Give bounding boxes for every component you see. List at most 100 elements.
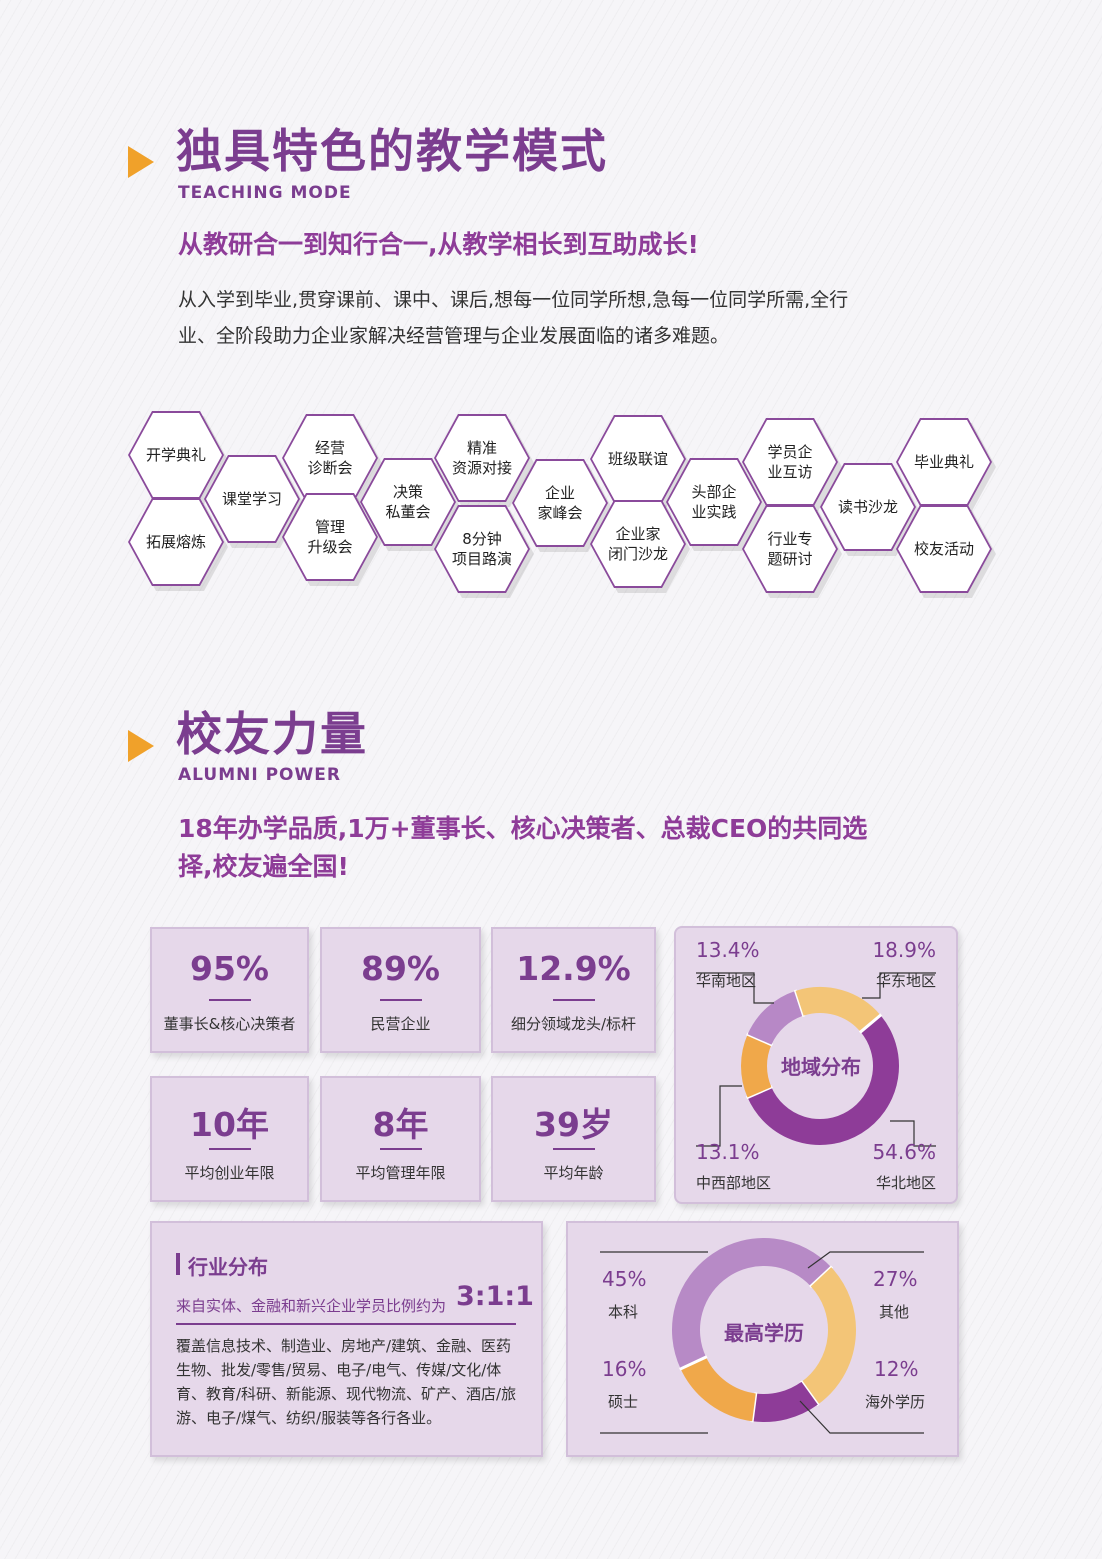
teaching-step-hex: 企业 家峰会	[512, 459, 612, 552]
teaching-step-label: 拓展熔炼	[145, 533, 206, 551]
teaching-step-hex: 毕业典礼	[896, 418, 996, 511]
stat-value: 8年	[372, 1105, 429, 1144]
alumni-title: 校友力量	[176, 707, 368, 761]
stat-value: 12.9%	[516, 949, 631, 988]
teaching-step-label: 开学典礼	[145, 446, 206, 464]
donut-slice	[747, 990, 805, 1046]
stat-card: 10年 平均创业年限	[150, 1076, 309, 1202]
education-value-bachelor: 45%	[602, 1267, 647, 1291]
alumni-subtitle-line1: 18年办学品质,1万+董事长、核心决策者、总裁CEO的共同选	[178, 814, 868, 843]
teaching-step-label: 8分钟 项目路演	[451, 530, 512, 568]
alumni-subtitle-line2: 择,校友遍全国!	[178, 852, 349, 881]
region-value-north: 54.6%	[872, 1140, 936, 1164]
teaching-step-hex: 精准 资源对接	[434, 414, 534, 507]
stat-divider	[552, 999, 595, 1001]
stat-divider	[379, 999, 422, 1001]
region-value-south: 13.4%	[696, 938, 760, 962]
industry-distribution-card: 行业分布 来自实体、金融和新兴企业学员比例约为 3:1:1 覆盖信息技术、制造业…	[150, 1221, 543, 1457]
stat-label: 平均创业年限	[184, 1164, 275, 1182]
region-label-central-west: 中西部地区	[696, 1174, 772, 1192]
teaching-step-hex: 拓展熔炼	[128, 498, 228, 591]
stat-label: 细分领域龙头/标杆	[510, 1015, 637, 1033]
donut-slice	[747, 1015, 899, 1145]
education-value-overseas: 12%	[874, 1357, 919, 1381]
education-label-bachelor: 本科	[608, 1303, 639, 1321]
leader-line	[807, 1251, 924, 1269]
teaching-step-hex: 校友活动	[896, 505, 996, 598]
teaching-step-label: 校友活动	[913, 540, 974, 558]
teaching-step-hex: 读书沙龙	[820, 463, 920, 556]
leader-line	[890, 1120, 936, 1147]
stat-card: 8年 平均管理年限	[320, 1076, 481, 1202]
stat-value: 95%	[190, 949, 269, 988]
region-label-east: 华东地区	[875, 972, 936, 990]
teaching-paragraph-line1: 从入学到毕业,贯穿课前、课中、课后,想每一位同学所想,急每一位同学所需,全行	[178, 289, 849, 311]
donut-slice	[801, 1267, 856, 1405]
industry-desc-line: 育、教育/科研、新能源、现代物流、矿产、酒店/旅	[176, 1385, 517, 1403]
teaching-step-label: 读书沙龙	[837, 498, 898, 516]
stat-divider	[379, 1148, 422, 1150]
region-label-north: 华北地区	[875, 1174, 936, 1192]
industry-title-bar	[176, 1253, 180, 1275]
stat-card: 95% 董事长&核心决策者	[150, 927, 309, 1053]
leader-line	[696, 1085, 742, 1147]
leader-line	[862, 972, 936, 999]
teaching-step-label: 企业 家峰会	[537, 484, 583, 522]
stat-label: 民营企业	[370, 1015, 431, 1033]
donut-slice	[680, 1356, 757, 1422]
education-label-master: 硕士	[608, 1393, 639, 1411]
stat-label: 平均年龄	[543, 1164, 604, 1182]
region-label-south: 华南地区	[696, 972, 757, 990]
industry-desc-line: 覆盖信息技术、制造业、房地产/建筑、金融、医药	[176, 1337, 512, 1355]
donut-slice	[672, 1238, 832, 1369]
stat-label: 平均管理年限	[355, 1164, 446, 1182]
education-distribution-card: 最高学历 45% 本科 27% 其他 16% 硕士 12% 海外学历	[566, 1221, 959, 1457]
donut-slice-separator	[858, 1013, 883, 1034]
section-marker-icon	[128, 730, 154, 762]
teaching-step-label: 头部企 业实践	[691, 483, 737, 521]
teaching-step-hex: 班级联谊	[590, 415, 690, 508]
teaching-step-label: 企业家 闭门沙龙	[607, 525, 668, 563]
donut-slice-separator	[799, 1380, 820, 1407]
teaching-step-hex: 开学典礼	[128, 411, 228, 504]
industry-desc-line: 生物、批发/零售/贸易、电子/电气、传媒/文化/体	[176, 1361, 502, 1379]
teaching-step-hex: 8分钟 项目路演	[434, 505, 534, 598]
teaching-step-label: 经营 诊断会	[307, 439, 353, 477]
leader-line	[799, 1400, 924, 1434]
stat-card: 89% 民营企业	[320, 927, 481, 1053]
donut-slice	[795, 987, 881, 1033]
teaching-step-label: 毕业典礼	[913, 453, 974, 471]
industry-ratio-text: 来自实体、金融和新兴企业学员比例约为	[176, 1297, 447, 1315]
industry-desc-line: 游、电子/煤气、纺织/服装等各行各业。	[176, 1409, 442, 1427]
education-value-other: 27%	[873, 1267, 918, 1291]
region-value-central-west: 13.1%	[696, 1140, 760, 1164]
teaching-hex-diagram: 开学典礼拓展熔炼 课堂学习 经营 诊断会 管理 升级会 决策 私董会 精准 资源对接 8分钟…	[0, 0, 1102, 620]
teaching-step-hex: 经营 诊断会	[282, 414, 382, 507]
education-chart-center-title: 最高学历	[724, 1321, 804, 1345]
region-distribution-card: 地域分布 13.4% 华南地区 18.9% 华东地区 13.1% 中西部地区 5…	[674, 926, 958, 1204]
teaching-title-en: TEACHING MODE	[178, 183, 352, 203]
region-donut-chart	[696, 972, 936, 1147]
education-label-overseas: 海外学历	[865, 1393, 926, 1411]
education-value-master: 16%	[602, 1357, 647, 1381]
stat-card: 12.9% 细分领域龙头/标杆	[491, 927, 656, 1053]
teaching-step-label: 行业专 题研讨	[767, 530, 813, 568]
teaching-step-label: 精准 资源对接	[451, 439, 512, 477]
teaching-step-hex: 课堂学习	[204, 455, 304, 548]
alumni-title-en: ALUMNI POWER	[178, 765, 341, 785]
region-value-east: 18.9%	[872, 938, 936, 962]
industry-divider	[176, 1323, 516, 1325]
stat-card: 39岁 平均年龄	[491, 1076, 656, 1202]
donut-slice	[741, 1034, 772, 1098]
teaching-title: 独具特色的教学模式	[176, 124, 608, 178]
stat-value: 39岁	[534, 1105, 613, 1144]
teaching-step-label: 班级联谊	[607, 450, 668, 468]
section-marker-icon	[128, 146, 154, 178]
region-chart-center-title: 地域分布	[781, 1055, 861, 1079]
teaching-step-hex: 行业专 题研讨	[742, 505, 842, 598]
teaching-subtitle: 从教研合一到知行合一,从教学相长到互助成长!	[178, 230, 699, 259]
teaching-step-label: 管理 升级会	[307, 518, 353, 556]
industry-ratio-value: 3:1:1	[456, 1281, 534, 1312]
donut-slice	[752, 1381, 818, 1422]
teaching-step-label: 决策 私董会	[385, 483, 431, 521]
